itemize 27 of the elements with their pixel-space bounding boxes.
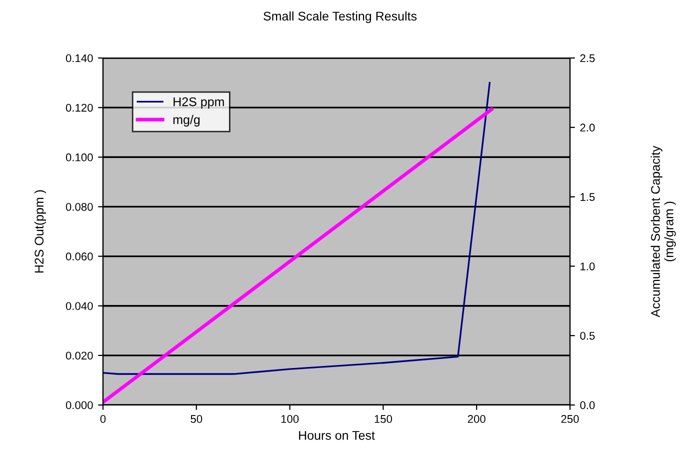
- legend-label: mg/g: [173, 114, 200, 127]
- x-tick-label: 150: [374, 415, 392, 423]
- y-tick-label: 0.020: [66, 352, 93, 360]
- y-tick-label: 0.060: [66, 252, 93, 260]
- y-tick-label: 0.080: [66, 202, 93, 211]
- y2-tick-label: 0.0: [580, 401, 595, 410]
- y-axis-title: H2S Out(ppm ): [34, 190, 46, 272]
- y-tick-label: 0.140: [66, 54, 93, 62]
- x-tick-label: 50: [190, 415, 202, 423]
- y-tick-label: 0.040: [66, 302, 93, 310]
- chart-title: Small Scale Testing Results: [264, 11, 417, 24]
- x-tick-label: 200: [468, 415, 486, 423]
- y2-tick-label: 1.5: [580, 193, 595, 201]
- legend-label: H2S ppm: [174, 97, 224, 109]
- y-tick-label: 0.120: [66, 104, 93, 112]
- x-tick-label: 100: [281, 415, 299, 423]
- x-tick-label: 250: [561, 415, 579, 423]
- y2-tick-label: 2.0: [580, 124, 595, 132]
- line-series: [103, 82, 491, 375]
- y-tick-label: 0.100: [66, 153, 93, 162]
- y2-tick-label: 1.0: [580, 262, 595, 270]
- y-tick-label: 0.000: [66, 401, 93, 410]
- y2-tick-label: 0.5: [580, 332, 595, 340]
- x-axis-title: Hours on Test: [299, 431, 375, 440]
- x-tick-label: 0: [100, 415, 106, 423]
- y2-axis-title: Accumulated Sorbent Capacity (mg/gram ): [650, 146, 676, 318]
- y2-tick-label: 2.5: [580, 54, 595, 62]
